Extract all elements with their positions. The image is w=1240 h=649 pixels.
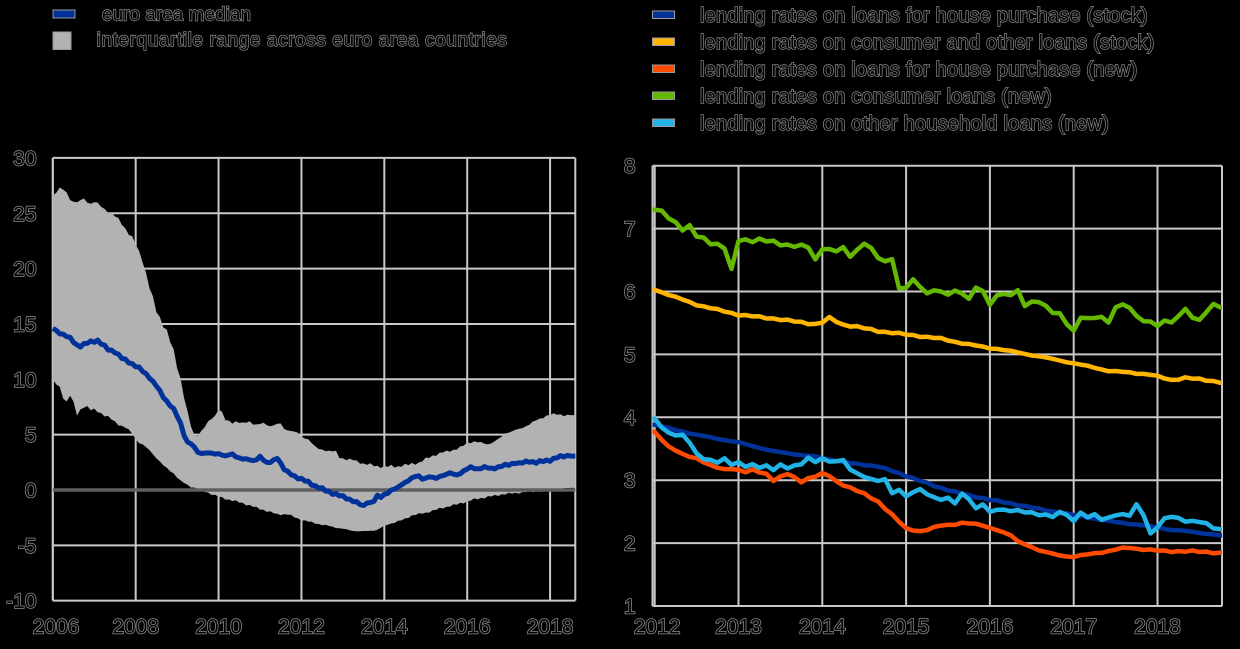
svg-text:2018: 2018 xyxy=(527,616,574,639)
svg-text:20: 20 xyxy=(13,258,36,281)
svg-text:25: 25 xyxy=(13,203,36,226)
svg-text:lending rates on loans for hou: lending rates on loans for house purchas… xyxy=(700,5,1148,27)
svg-text:2017: 2017 xyxy=(1050,616,1097,639)
svg-text:15: 15 xyxy=(13,314,36,337)
svg-text:-10: -10 xyxy=(6,590,36,613)
svg-text:2016: 2016 xyxy=(444,616,491,639)
svg-text:lending rates on loans for hou: lending rates on loans for house purchas… xyxy=(700,59,1137,81)
svg-text:5: 5 xyxy=(624,344,636,367)
svg-text:2014: 2014 xyxy=(799,616,846,639)
svg-text:6: 6 xyxy=(624,281,636,304)
svg-text:7: 7 xyxy=(624,218,636,241)
svg-text:lending rates on other househo: lending rates on other household loans (… xyxy=(700,113,1109,135)
svg-text:2006: 2006 xyxy=(33,616,80,639)
svg-text:2012: 2012 xyxy=(634,616,681,639)
svg-text:2013: 2013 xyxy=(715,616,762,639)
svg-text:2016: 2016 xyxy=(967,616,1014,639)
svg-text:euro area median: euro area median xyxy=(102,5,251,26)
svg-text:2008: 2008 xyxy=(112,616,159,639)
svg-text:0: 0 xyxy=(25,480,37,503)
svg-text:10: 10 xyxy=(13,369,36,392)
svg-text:interquartile range across eur: interquartile range across euro area cou… xyxy=(97,30,508,51)
svg-text:-5: -5 xyxy=(18,535,37,558)
svg-text:lending rates on consumer and: lending rates on consumer and other loan… xyxy=(700,32,1155,54)
svg-text:2018: 2018 xyxy=(1134,616,1181,639)
svg-text:8: 8 xyxy=(624,155,636,178)
svg-text:30: 30 xyxy=(13,147,36,170)
svg-text:1: 1 xyxy=(624,596,636,619)
svg-text:2015: 2015 xyxy=(883,616,930,639)
svg-text:5: 5 xyxy=(25,424,37,447)
svg-text:2: 2 xyxy=(624,533,636,556)
svg-text:2010: 2010 xyxy=(195,616,242,639)
svg-text:lending rates on consumer loan: lending rates on consumer loans (new) xyxy=(700,86,1052,108)
svg-text:3: 3 xyxy=(624,470,636,493)
svg-text:2012: 2012 xyxy=(278,616,325,639)
svg-text:4: 4 xyxy=(624,407,636,430)
svg-text:2014: 2014 xyxy=(361,616,408,639)
